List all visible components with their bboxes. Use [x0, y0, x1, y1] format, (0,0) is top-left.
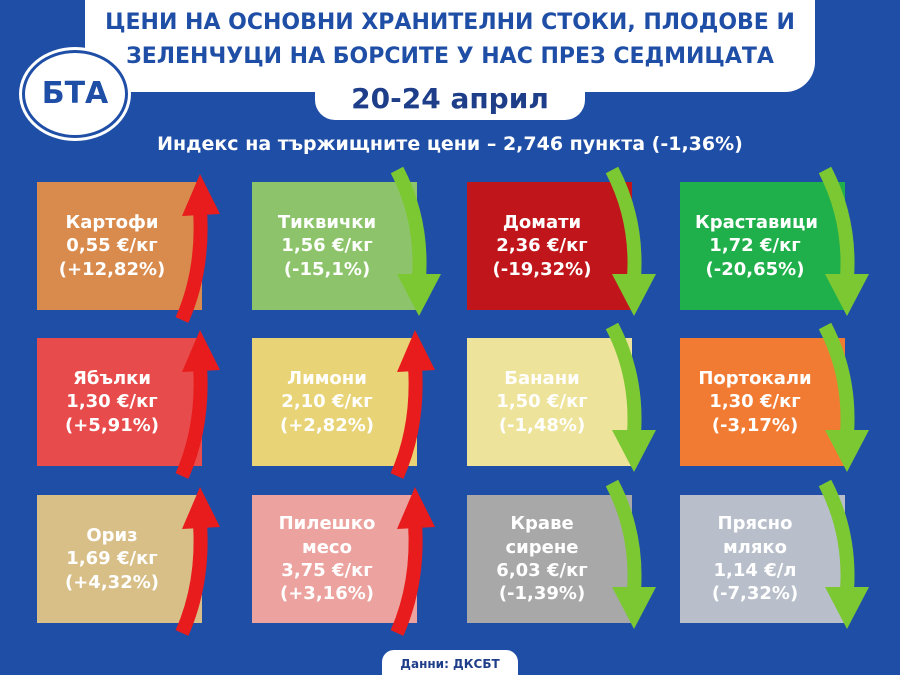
price: 2,10 €/кг	[281, 391, 373, 413]
trend-arrow	[175, 174, 220, 323]
change: (-7,32%)	[711, 583, 799, 605]
arrow-head	[825, 587, 869, 629]
arrow-head	[612, 430, 656, 472]
price: 1,30 €/кг	[709, 391, 801, 413]
price-card: Лимони 2,10 €/кг (+2,82%)	[252, 330, 435, 479]
trend-arrow	[605, 166, 656, 316]
product-name: Ябълки	[73, 367, 151, 389]
arrow-head	[397, 274, 441, 316]
price: 1,30 €/кг	[66, 391, 158, 413]
price-card: Тиквички 1,56 €/кг (-15,1%)	[252, 166, 441, 316]
date: 20-24 април	[315, 80, 585, 120]
price-card: Банани 1,50 €/кг (-1,48%)	[467, 322, 656, 472]
price: 2,36 €/кг	[496, 235, 588, 257]
product-name: Картофи	[65, 211, 159, 233]
product-name: Тиквички	[277, 211, 377, 233]
arrow-head	[397, 487, 435, 529]
trend-arrow	[605, 479, 656, 629]
price-card: Краве сирене 6,03 €/кг (-1,39%)	[467, 479, 656, 629]
product-name: Банани	[504, 367, 580, 389]
price-card: Прясно мляко 1,14 €/л (-7,32%)	[680, 479, 869, 629]
arrow-shaft	[605, 166, 642, 279]
trend-arrow	[390, 330, 435, 479]
price: 1,69 €/кг	[66, 548, 158, 570]
trend-arrow	[818, 479, 869, 629]
change: (-1,39%)	[498, 583, 586, 605]
arrow-shaft	[175, 209, 208, 323]
change: (-3,17%)	[711, 414, 799, 436]
product-name: Краставици	[695, 211, 818, 233]
arrow-head	[397, 330, 435, 372]
arrow-head	[612, 274, 656, 316]
arrow-head	[825, 430, 869, 472]
arrow-head	[612, 587, 656, 629]
trend-arrow	[818, 322, 869, 472]
change: (-19,32%)	[492, 258, 592, 280]
arrow-head	[825, 274, 869, 316]
price-card: Домати 2,36 €/кг (-19,32%)	[467, 166, 656, 316]
trend-arrow	[605, 322, 656, 472]
price-card: Краставици 1,72 €/кг (-20,65%)	[680, 166, 869, 316]
price-card: Картофи 0,55 €/кг (+12,82%)	[37, 174, 220, 323]
trend-arrow	[390, 487, 435, 636]
trend-arrow	[390, 166, 441, 316]
arrow-shaft	[390, 365, 423, 479]
arrow-head	[182, 330, 220, 372]
source: Данни: ДКСБТ	[382, 650, 518, 675]
arrow-shaft	[175, 365, 208, 479]
change: (+4,32%)	[65, 571, 159, 593]
price: 1,50 €/кг	[496, 391, 588, 413]
arrow-head	[182, 487, 220, 529]
product-name: Лимони	[287, 367, 367, 389]
arrow-shaft	[390, 166, 427, 279]
change: (+2,82%)	[280, 414, 374, 436]
price: 3,75 €/кг	[281, 560, 373, 581]
product-name: Прясно мляко	[717, 513, 793, 558]
product-name: Краве сирене	[505, 513, 579, 558]
header-panel: ЦЕНИ НА ОСНОВНИ ХРАНИТЕЛНИ СТОКИ, ПЛОДОВ…	[85, 0, 815, 92]
trend-arrow	[175, 330, 220, 479]
change: (-15,1%)	[283, 258, 371, 280]
arrow-shaft	[605, 322, 642, 435]
trend-arrow	[175, 487, 220, 636]
product-name: Домати	[502, 211, 582, 233]
price-card: Портокали 1,30 €/кг (-3,17%)	[680, 322, 869, 472]
arrow-shaft	[605, 479, 642, 592]
product-name: Ориз	[86, 524, 138, 546]
logo: БТА	[22, 50, 128, 138]
arrow-head	[182, 174, 220, 216]
product-name: Пилешко месо	[278, 513, 376, 558]
change: (+3,16%)	[280, 583, 374, 605]
price: 0,55 €/кг	[66, 235, 158, 257]
price-card: Пилешко месо 3,75 €/кг (+3,16%)	[252, 487, 435, 636]
price: 1,14 €/л	[713, 560, 797, 581]
arrow-shaft	[818, 166, 855, 279]
arrow-shaft	[818, 479, 855, 592]
arrow-shaft	[175, 522, 208, 636]
price-card: Ябълки 1,30 €/кг (+5,91%)	[37, 330, 220, 479]
product-name: Портокали	[698, 367, 812, 389]
change: (-20,65%)	[705, 258, 805, 280]
index-line: Индекс на тържищните цени – 2,746 пункта…	[157, 133, 743, 155]
price: 1,56 €/кг	[281, 235, 373, 257]
price: 6,03 €/кг	[496, 560, 588, 581]
change: (+5,91%)	[65, 414, 159, 436]
title-line: ЗЕЛЕНЧУЦИ НА БОРСИТЕ У НАС ПРЕЗ СЕДМИЦАТ…	[126, 44, 774, 69]
arrow-shaft	[818, 322, 855, 435]
arrow-shaft	[390, 522, 423, 636]
price: 1,72 €/кг	[709, 235, 801, 257]
change: (-1,48%)	[498, 414, 586, 436]
change: (+12,82%)	[58, 258, 166, 280]
trend-arrow	[818, 166, 869, 316]
title-line: ЦЕНИ НА ОСНОВНИ ХРАНИТЕЛНИ СТОКИ, ПЛОДОВ…	[105, 10, 795, 35]
price-card: Ориз 1,69 €/кг (+4,32%)	[37, 487, 220, 636]
